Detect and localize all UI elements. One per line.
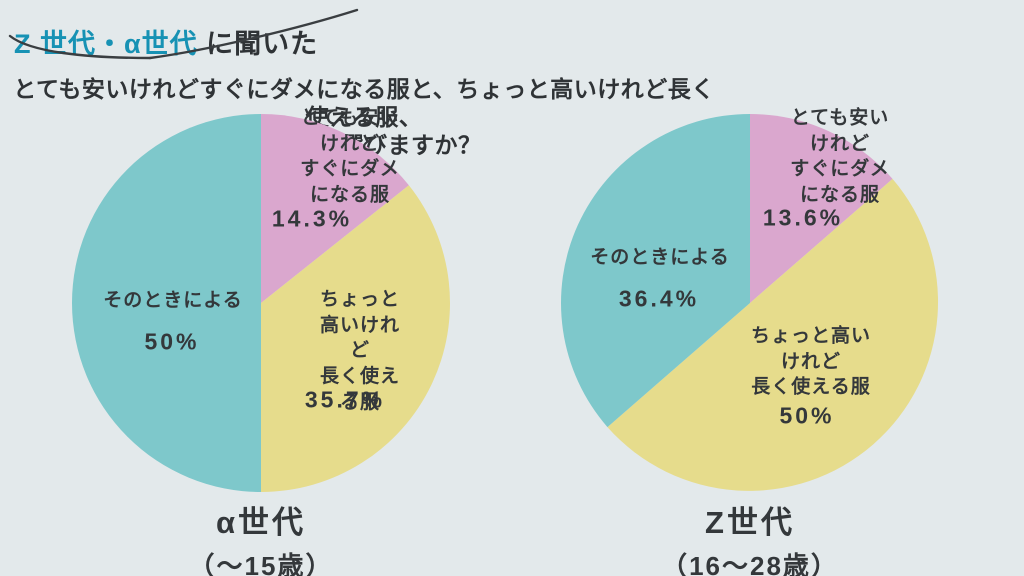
- slice-value-cheap-clothes: 14.3%: [271, 205, 353, 232]
- slice-value-depends: 50%: [144, 328, 200, 355]
- slice-label-durable-clothes: ちょっと高いけれど 長く使える服: [750, 325, 871, 398]
- slice-label-cheap-clothes: とても安いけれど すぐにダメになる服: [790, 107, 890, 206]
- page-title-highlight: Z 世代・α世代: [14, 29, 198, 60]
- pie-caption-alpha-generation: α世代 （〜15歳）: [61, 497, 461, 576]
- page-title-suffix: に聞いた: [197, 29, 319, 60]
- pie-caption-z-generation: Z世代 （16〜28歳）: [550, 497, 950, 576]
- slice-label-depends: そのときによる: [590, 247, 730, 269]
- slice-value-durable-clothes: 50%: [779, 402, 835, 429]
- pie-title-z: Z世代: [705, 505, 795, 540]
- slice-label-durable-clothes: ちょっと高いけれど 長く使える服: [319, 288, 400, 413]
- page-title: Z 世代・α世代 に聞いた: [14, 22, 318, 61]
- pie-chart-z-generation: とても安いけれど すぐにダメになる服 13.6% ちょっと高いけれど 長く使える…: [560, 108, 940, 493]
- slice-value-cheap-clothes: 13.6%: [762, 204, 844, 231]
- pie-z-svg: [561, 114, 939, 491]
- pie-alpha-svg: [72, 114, 451, 492]
- slice-label-cheap-clothes: とても安いけれど すぐにダメになる服: [300, 107, 400, 206]
- slice-value-durable-clothes: 35.7%: [304, 386, 386, 413]
- pie-subtitle-z: （16〜28歳）: [661, 551, 839, 576]
- slice-value-depends: 36.4%: [618, 285, 700, 312]
- slice-label-depends: そのときによる: [103, 290, 243, 312]
- pie-chart-alpha-generation: とても安いけれど すぐにダメになる服 14.3% ちょっと高いけれど 長く使える…: [71, 108, 451, 493]
- pie-title-alpha: α世代: [215, 505, 307, 540]
- survey-question-line1: とても安いけれどすぐにダメになる服と、ちょっと高いけれど長く使える服、: [13, 76, 715, 131]
- pie-subtitle-alpha: （〜15歳）: [188, 551, 334, 576]
